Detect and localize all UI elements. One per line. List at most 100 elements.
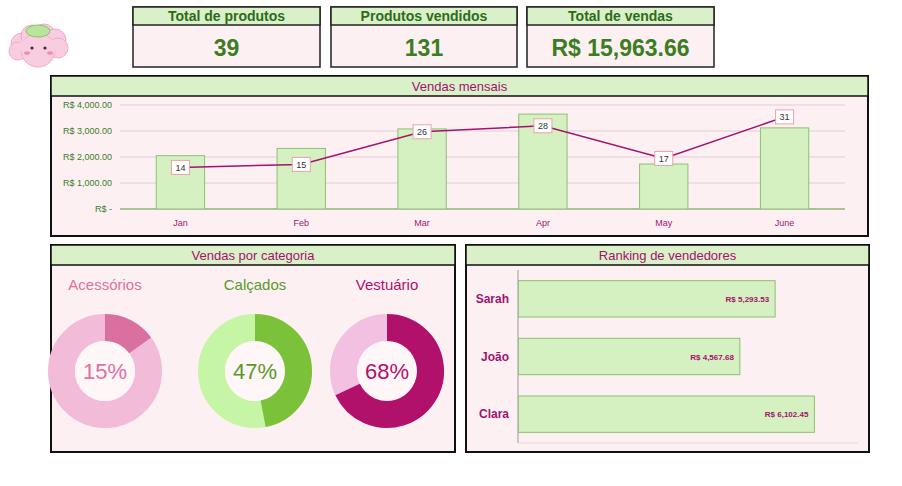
mascot-eye bbox=[30, 46, 33, 49]
page: {"kpis": [ {"title": "Total de produtos"… bbox=[0, 0, 902, 486]
donut-track bbox=[62, 328, 149, 415]
mascot-leaf bbox=[26, 25, 50, 37]
y-tick-label: Sarah bbox=[476, 292, 509, 306]
x-axis bbox=[120, 208, 845, 209]
data-label: 14 bbox=[175, 163, 185, 173]
donut-hole bbox=[357, 341, 417, 401]
y-axis bbox=[518, 270, 519, 443]
kpi-title: Produtos vendidos bbox=[361, 8, 488, 24]
bar bbox=[760, 128, 808, 209]
kpi-strip bbox=[331, 7, 517, 25]
data-label: 47% bbox=[233, 359, 277, 384]
kpi-card: Total de vendas R$ 15,963.66 bbox=[527, 7, 714, 67]
kpi-strip bbox=[527, 7, 714, 25]
x-tick-label: June bbox=[775, 218, 795, 228]
mascot-blush bbox=[47, 51, 53, 55]
kpi-strip bbox=[133, 7, 320, 25]
data-label: 28 bbox=[538, 121, 548, 131]
y-tick-label: Clara bbox=[479, 407, 509, 421]
data-label-box bbox=[776, 110, 794, 124]
panel-strip bbox=[51, 245, 455, 265]
kpi-value: 131 bbox=[405, 35, 444, 61]
grid-line bbox=[120, 209, 845, 210]
panel-title: Vendas por categoria bbox=[192, 248, 316, 263]
data-label: R$ 6,102.45 bbox=[765, 410, 809, 419]
kpi-frame bbox=[527, 7, 714, 67]
x-tick-label: May bbox=[655, 218, 673, 228]
bar bbox=[640, 164, 688, 209]
x-tick-label: Mar bbox=[414, 218, 430, 228]
category-label: Calçados bbox=[224, 276, 287, 293]
grid-line bbox=[120, 105, 845, 106]
panel-title: Vendas mensais bbox=[412, 79, 508, 94]
kpi-title: Total de vendas bbox=[568, 8, 673, 24]
panel-strip bbox=[51, 76, 868, 96]
category-label: Acessórios bbox=[68, 276, 141, 293]
donut-slice bbox=[105, 328, 140, 346]
panel: Vendas mensais R$ - R$ 1,000.00 R$ 2,000.00… bbox=[51, 76, 868, 236]
plot-area bbox=[518, 281, 814, 433]
data-label: R$ 5,293.53 bbox=[726, 295, 770, 304]
y-tick-label: R$ 4,000.00 bbox=[63, 100, 112, 110]
panel-frame bbox=[51, 245, 455, 452]
data-label: 15% bbox=[83, 359, 127, 384]
kpi-card: Produtos vendidos 131 bbox=[331, 7, 517, 67]
kpi-title: Total de produtos bbox=[168, 8, 285, 24]
x-tick-label: Feb bbox=[293, 218, 309, 228]
y-tick-label: R$ 3,000.00 bbox=[63, 126, 112, 136]
category-label: Vestuário bbox=[356, 276, 419, 293]
data-label-box bbox=[655, 151, 673, 165]
data-label: 31 bbox=[780, 112, 790, 122]
kpi-frame bbox=[133, 7, 320, 67]
kpi-card: Total de produtos 39 bbox=[133, 7, 320, 67]
bar bbox=[156, 156, 204, 209]
data-label-box bbox=[534, 119, 552, 133]
donut-hole bbox=[225, 341, 285, 401]
data-label: 68% bbox=[365, 359, 409, 384]
y-tick-label: R$ 1,000.00 bbox=[63, 178, 112, 188]
data-labels: 14 15 26 28 17 31 bbox=[171, 110, 793, 175]
panel: Vendas por categoria Acessórios 15% Calçado… bbox=[51, 245, 455, 452]
grid-line bbox=[120, 157, 845, 158]
bar bbox=[398, 129, 446, 209]
bar bbox=[277, 148, 325, 209]
grid-line bbox=[120, 183, 845, 184]
bar bbox=[519, 114, 567, 209]
y-tick-label: R$ - bbox=[95, 204, 112, 214]
panel-strip bbox=[466, 245, 869, 265]
data-label-box bbox=[292, 157, 310, 171]
bar bbox=[518, 281, 775, 317]
panel: Ranking de vendedores Sarah João Clara R$ 5,… bbox=[466, 245, 869, 452]
data-label-box bbox=[413, 125, 431, 139]
kpi-value: R$ 15,963.66 bbox=[551, 35, 689, 61]
data-label-box bbox=[171, 160, 189, 174]
data-label: 26 bbox=[417, 127, 427, 137]
line bbox=[180, 117, 784, 168]
kpi-value: 39 bbox=[214, 35, 240, 61]
mascot-eye bbox=[43, 46, 46, 49]
bar bbox=[518, 396, 814, 432]
y-tick-label: João bbox=[481, 350, 509, 364]
bar bbox=[518, 338, 740, 374]
data-label: 15 bbox=[296, 160, 306, 170]
data-label: R$ 4,567.68 bbox=[690, 353, 734, 362]
donut-slice bbox=[348, 327, 431, 414]
kpi-frame bbox=[331, 7, 517, 67]
mascot-blush bbox=[24, 51, 30, 55]
panel-title: Ranking de vendedores bbox=[599, 248, 737, 263]
x-axis bbox=[518, 443, 858, 444]
x-tick-label: Jan bbox=[173, 218, 188, 228]
donut-track bbox=[344, 328, 431, 415]
mascot-body bbox=[19, 36, 57, 58]
dashboard: Total de produtos 39 Produtos vendidos 131 T… bbox=[0, 0, 902, 486]
panel-frame bbox=[51, 76, 868, 236]
grid-line bbox=[120, 131, 845, 132]
panel-frame bbox=[466, 245, 869, 452]
donut-hole bbox=[75, 341, 135, 401]
plot-area bbox=[156, 114, 809, 209]
donut-track bbox=[212, 328, 299, 415]
mascot bbox=[9, 24, 68, 67]
y-tick-label: R$ 2,000.00 bbox=[63, 152, 112, 162]
x-tick-label: Apr bbox=[536, 218, 550, 228]
data-label: 17 bbox=[659, 154, 669, 164]
